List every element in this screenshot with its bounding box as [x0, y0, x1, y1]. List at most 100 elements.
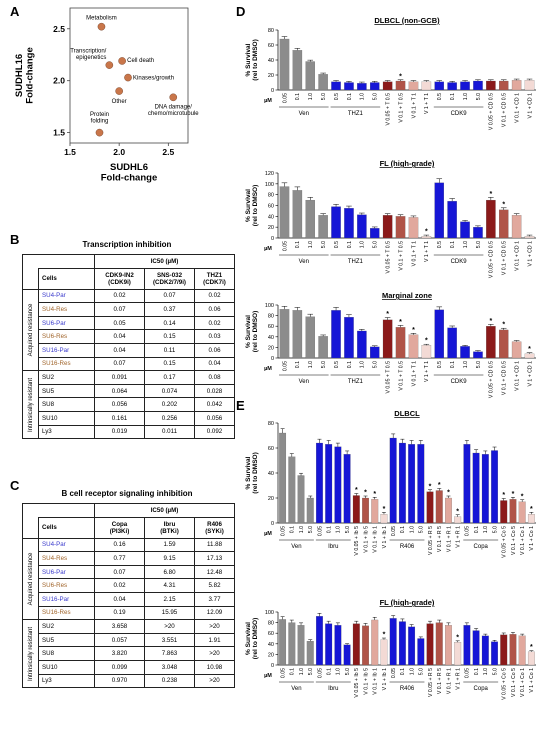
x-tick-label: 0.1: [400, 526, 406, 533]
cell-line-name: SU16-Par: [38, 591, 95, 607]
scatter-ytick-label: 2.0: [53, 76, 65, 86]
significance-star: *: [521, 493, 524, 500]
bar: [426, 491, 434, 524]
bar: [511, 215, 522, 239]
ic50-value: 0.04: [193, 356, 236, 372]
y-tick-label: 80: [268, 621, 274, 627]
bar: [334, 446, 342, 524]
scatter-xlabel: SUDHL6 Fold-change: [101, 162, 157, 183]
x-tick-label: 0.05: [391, 526, 397, 536]
y-tick-label: 60: [268, 446, 274, 452]
y-tick-label: 0: [271, 521, 274, 527]
x-tick-label: 0.1: [400, 668, 406, 675]
significance-star: *: [425, 338, 428, 345]
bar: [481, 454, 489, 524]
bar: [288, 456, 296, 524]
x-tick-label: 5.0: [308, 526, 314, 533]
x-tick-label: V 0.1 + T 0.5: [398, 361, 404, 391]
scatter-point: [105, 61, 114, 69]
table-transcription-inhibition: IC50 (µM) Cells CDK9-IN2 (CDK9i) SNS-032 (CDK…: [22, 254, 236, 440]
ic50-value: 0.07: [144, 288, 195, 304]
bar: [426, 623, 434, 666]
x-tick-label: 0.05: [391, 668, 397, 678]
group-label: CDK9: [451, 379, 468, 385]
ic50-value: 12.09: [193, 605, 236, 621]
bar: [408, 626, 416, 666]
ic50-value: 0.06: [193, 302, 236, 317]
ic50-value: >20: [144, 619, 195, 634]
y-tick-label: 80: [268, 421, 274, 427]
x-tick-label: 0.1: [326, 668, 332, 675]
x-tick-label: V 1 + T 1: [424, 361, 430, 382]
column-header: Copa (PI3Ki): [94, 516, 145, 539]
bar: [500, 634, 508, 666]
panel-label-b: B: [10, 232, 20, 247]
bar: [398, 442, 406, 524]
table-blank-cell: [22, 517, 39, 539]
scatter-point: [95, 128, 104, 137]
significance-star: *: [528, 346, 531, 353]
bar-chart-title: Marginal zone: [382, 291, 432, 300]
table-row: SU16-Par 0.04 2.15 3.77: [23, 591, 236, 607]
scatter-plot: 1.5 2.0 2.5 1.5 2.0 2.5 SUDHL6 Fold-change SUDHL…: [14, 7, 199, 183]
bar: [460, 346, 470, 359]
x-tick-label: 1.0: [360, 361, 366, 368]
group-label: Ven: [299, 111, 309, 117]
y-tick-label: 60: [268, 324, 274, 330]
group-label: Ven: [299, 259, 309, 265]
ic50-value: 3.551: [144, 632, 195, 648]
group-label: Ven: [291, 686, 301, 692]
x-tick-label: 0.1: [326, 526, 332, 533]
bar: [417, 444, 425, 524]
x-tick-label: 1.0: [409, 526, 415, 533]
table-b-title: Transcription inhibition: [82, 240, 172, 249]
bar: [279, 619, 287, 666]
cell-line-name: SU10: [38, 659, 95, 675]
group-acquired-resistance: Acquired resistance: [22, 288, 39, 372]
bar: [435, 490, 443, 524]
ic50-value: 0.064: [94, 383, 145, 399]
bar: [417, 638, 425, 666]
y-tick-label: 40: [268, 214, 274, 220]
bar: [292, 310, 303, 359]
ic50-value: 0.161: [94, 410, 145, 426]
table-row: SU16-Res 0.07 0.15 0.04: [23, 356, 236, 372]
bar: [421, 345, 432, 359]
x-tick-label: 0.05: [282, 361, 288, 371]
x-tick-label: 0.1: [450, 93, 456, 100]
y-tick-label: 20: [268, 652, 274, 658]
x-tick-label: V 1 + CD 1: [527, 361, 533, 387]
bar: [331, 81, 341, 91]
table-row: Ly3 0.970 0.238 >20: [23, 673, 236, 689]
x-tick-label: V 0.1 + CD 1: [514, 241, 520, 271]
table-row: SU10 0.099 3.048 10.98: [23, 659, 236, 675]
y-tick-label: 60: [268, 43, 274, 49]
table-row: SU5 0.064 0.074 0.028: [23, 383, 236, 399]
bar: [389, 618, 397, 666]
x-tick-label: 1.0: [463, 361, 469, 368]
significance-star: *: [429, 483, 432, 490]
x-tick-label: V 0.1 + T 1: [411, 361, 417, 386]
ic50-value: 11.88: [193, 537, 236, 553]
x-tick-label: 1.0: [336, 668, 342, 675]
x-tick-label: 1.0: [483, 526, 489, 533]
ic50-value: 0.011: [144, 424, 195, 440]
cell-line-name: SU16-Par: [38, 342, 95, 358]
ic50-value: 1.59: [144, 537, 195, 553]
bar: [509, 499, 517, 524]
table-row: Ly3 0.019 0.011 0.092: [23, 424, 236, 440]
ic50-value: 0.04: [94, 591, 145, 607]
x-tick-label: 1.0: [409, 668, 415, 675]
bar: [382, 319, 393, 359]
table-row: Acquired resistance SU4-Par 0.02 0.07 0.02: [22, 288, 236, 372]
x-tick-label: V 0.1 + R 5: [437, 526, 443, 552]
bar: [325, 623, 333, 666]
cell-line-name: SU6-Par: [38, 315, 95, 331]
y-tick-label: 0: [271, 236, 274, 242]
y-tick-label: 80: [268, 28, 274, 34]
bar: [380, 514, 388, 524]
bar: [279, 432, 287, 524]
scatter-point: [169, 93, 178, 102]
bar: [357, 214, 367, 239]
bar: [524, 353, 535, 359]
